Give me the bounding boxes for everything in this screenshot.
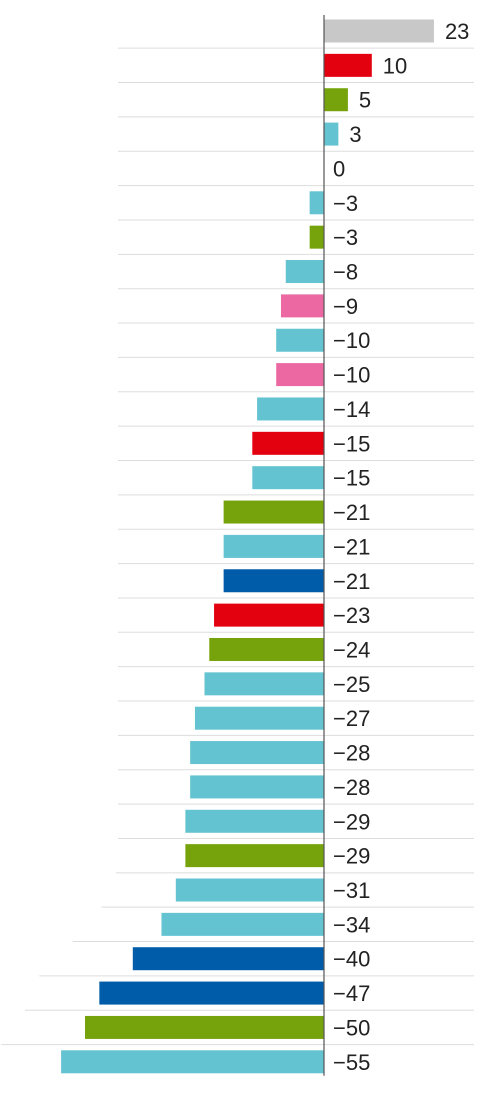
bar bbox=[252, 431, 324, 455]
value-label: −34 bbox=[333, 912, 370, 937]
value-label: −15 bbox=[333, 431, 370, 456]
value-label: −28 bbox=[333, 775, 370, 800]
gridlines bbox=[1, 47, 474, 1046]
bar bbox=[209, 637, 324, 661]
value-label: −25 bbox=[333, 672, 370, 697]
value-label: −31 bbox=[333, 878, 370, 903]
bar bbox=[204, 672, 324, 696]
bar bbox=[99, 981, 324, 1005]
value-label: −21 bbox=[333, 534, 370, 559]
value-label: 0 bbox=[333, 156, 345, 181]
value-label: −29 bbox=[333, 809, 370, 834]
bar bbox=[132, 947, 324, 971]
bar bbox=[223, 569, 324, 593]
value-label: 5 bbox=[359, 88, 371, 113]
value-label: −8 bbox=[333, 260, 358, 285]
value-label: −3 bbox=[333, 191, 358, 216]
bar bbox=[190, 775, 324, 799]
bar bbox=[85, 1015, 324, 1039]
value-label: −15 bbox=[333, 466, 370, 491]
value-label: 3 bbox=[349, 122, 361, 147]
bar bbox=[252, 466, 324, 490]
bar bbox=[214, 603, 324, 627]
value-label: −29 bbox=[333, 844, 370, 869]
bar bbox=[309, 191, 324, 215]
bar bbox=[324, 122, 339, 146]
bar bbox=[194, 706, 324, 730]
value-labels: 23 10 5 30 −3 −3 −8 −9 −10 −10 −14 −15 −15 −21 −21 −21 −… bbox=[333, 19, 469, 1075]
bar bbox=[257, 397, 324, 421]
bar bbox=[161, 912, 324, 936]
value-label: −47 bbox=[333, 981, 370, 1006]
bar bbox=[280, 294, 324, 318]
value-label: −3 bbox=[333, 225, 358, 250]
bar bbox=[309, 225, 324, 249]
bar bbox=[324, 19, 434, 43]
value-label: −23 bbox=[333, 603, 370, 628]
bar bbox=[61, 1050, 324, 1074]
bar bbox=[185, 809, 324, 833]
value-label: −28 bbox=[333, 741, 370, 766]
bar bbox=[276, 363, 324, 387]
bar bbox=[175, 878, 324, 902]
bar bbox=[276, 328, 324, 352]
value-label: −27 bbox=[333, 706, 370, 731]
value-label: 10 bbox=[383, 53, 407, 78]
bar bbox=[223, 500, 324, 524]
bar bbox=[185, 844, 324, 868]
value-label: −10 bbox=[333, 328, 370, 353]
value-label: −14 bbox=[333, 397, 370, 422]
bar bbox=[285, 260, 324, 284]
bar bbox=[324, 53, 372, 77]
bar bbox=[324, 88, 348, 112]
value-label: −10 bbox=[333, 363, 370, 388]
value-label: −50 bbox=[333, 1015, 370, 1040]
value-label: −9 bbox=[333, 294, 358, 319]
bar bbox=[190, 741, 324, 765]
value-label: −21 bbox=[333, 500, 370, 525]
value-label: −24 bbox=[333, 637, 370, 662]
bar bbox=[223, 534, 324, 558]
value-label: −55 bbox=[333, 1050, 370, 1075]
value-label: 23 bbox=[445, 19, 469, 44]
value-label: −40 bbox=[333, 947, 370, 972]
bars bbox=[61, 19, 434, 1074]
value-label: −21 bbox=[333, 569, 370, 594]
